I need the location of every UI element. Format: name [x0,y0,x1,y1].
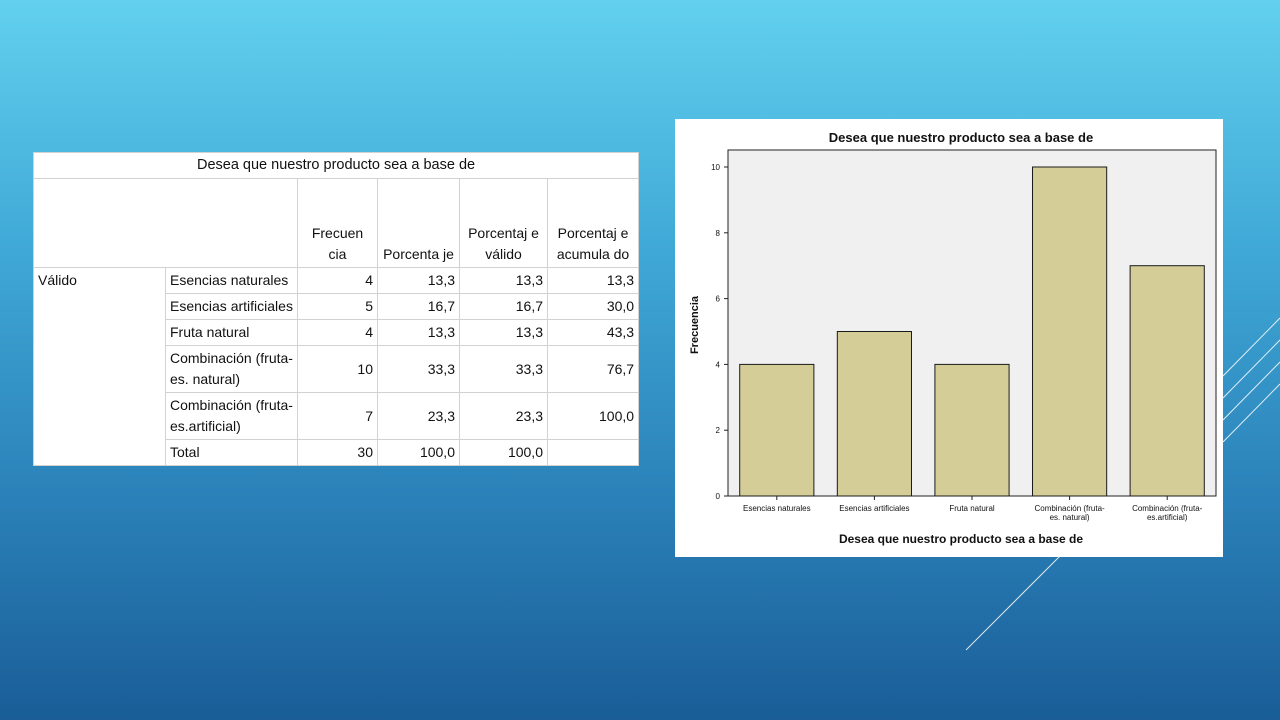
bar-2 [836,331,912,497]
table-row: Esencias artificiales 5 16,7 16,7 30,0 [34,293,640,320]
row-label: Esencias naturales [165,267,298,294]
cell-valido: 13,3 [459,319,548,346]
cell-acumulado: 30,0 [546,293,640,320]
y-tick-label: 6 [716,295,721,304]
cell-frecuencia: 10 [297,345,378,393]
total-acumulado [546,439,640,466]
table-header-blank [33,178,298,268]
x-tick-label: Esencias naturales [743,504,811,513]
header-porcentaje-valido: Porcentaj e válido [459,178,548,268]
bar-1 [739,363,815,497]
y-tick-label: 2 [716,426,721,435]
x-tick-label: Combinación (fruta-es. natural) [1034,504,1105,522]
cell-valido: 33,3 [459,345,548,393]
cell-porcentaje: 16,7 [377,293,460,320]
y-tick-label: 8 [716,229,721,238]
frequency-table: Desea que nuestro producto sea a base de… [32,152,640,466]
bar-4 [1032,166,1108,497]
cell-porcentaje: 23,3 [377,392,460,440]
cell-frecuencia: 5 [297,293,378,320]
row-label: Combinación (fruta-es.artificial) [165,392,298,440]
cell-valido: 16,7 [459,293,548,320]
bar-chart-panel: Desea que nuestro producto sea a base de… [675,119,1223,557]
y-tick-label: 4 [716,360,721,369]
chart-title: Desea que nuestro producto sea a base de [829,130,1093,145]
cell-acumulado: 76,7 [546,345,640,393]
header-porcentaje: Porcenta je [377,178,460,268]
bar-chart: Desea que nuestro producto sea a base de… [689,130,1217,546]
cell-porcentaje: 13,3 [377,319,460,346]
cell-acumulado: 13,3 [546,267,640,294]
table-total-row: Total 30 100,0 100,0 [34,439,640,466]
y-tick-label: 0 [716,492,721,501]
cell-porcentaje: 33,3 [377,345,460,393]
cell-frecuencia: 4 [297,267,378,294]
cell-frecuencia: 7 [297,392,378,440]
cell-frecuencia: 4 [297,319,378,346]
cell-acumulado: 100,0 [546,392,640,440]
y-axis-label: Frecuencia [689,295,701,354]
x-tick-label: Esencias artificiales [839,504,909,513]
row-label: Combinación (fruta-es. natural) [165,345,298,393]
x-axis-label: Desea que nuestro producto sea a base de [839,532,1083,546]
row-label: Esencias artificiales [165,293,298,320]
cell-acumulado: 43,3 [546,319,640,346]
table-header-row: Frecuen cia Porcenta je Porcentaj e váli… [33,178,640,268]
group-label: Válido [33,267,166,466]
table-row: Fruta natural 4 13,3 13,3 43,3 [34,319,640,346]
bar-3 [934,363,1010,497]
cell-valido: 13,3 [459,267,548,294]
table-title-row: Desea que nuestro producto sea a base de [32,152,640,179]
total-porcentaje: 100,0 [377,439,460,466]
cell-porcentaje: 13,3 [377,267,460,294]
row-label: Fruta natural [165,319,298,346]
table-title: Desea que nuestro producto sea a base de [32,152,640,179]
total-label: Total [165,439,298,466]
x-tick-label: Combinación (fruta-es.artificial) [1132,504,1203,522]
bar-5 [1129,265,1205,497]
table-row: Válido Esencias naturales 4 13,3 13,3 13… [33,267,640,466]
total-valido: 100,0 [459,439,548,466]
y-tick-label: 10 [711,163,720,172]
x-tick-label: Fruta natural [949,504,995,513]
cell-valido: 23,3 [459,392,548,440]
total-frecuencia: 30 [297,439,378,466]
header-porcentaje-acumulado: Porcentaj e acumula do [546,178,640,268]
header-frecuencia: Frecuen cia [297,178,378,268]
table-row: Combinación (fruta-es. natural) 10 33,3 … [34,345,640,393]
